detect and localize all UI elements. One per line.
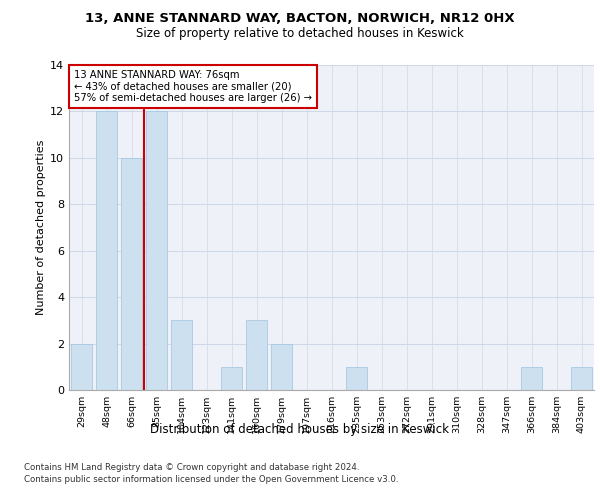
- Bar: [221, 367, 242, 390]
- Bar: [571, 367, 592, 390]
- Bar: [171, 320, 192, 390]
- Text: Contains public sector information licensed under the Open Government Licence v3: Contains public sector information licen…: [24, 475, 398, 484]
- Bar: [96, 112, 117, 390]
- Bar: [271, 344, 292, 390]
- Bar: [246, 320, 267, 390]
- Text: 13, ANNE STANNARD WAY, BACTON, NORWICH, NR12 0HX: 13, ANNE STANNARD WAY, BACTON, NORWICH, …: [85, 12, 515, 26]
- Text: Distribution of detached houses by size in Keswick: Distribution of detached houses by size …: [151, 422, 449, 436]
- Y-axis label: Number of detached properties: Number of detached properties: [36, 140, 46, 315]
- Bar: [521, 367, 542, 390]
- Bar: [71, 344, 92, 390]
- Text: 13 ANNE STANNARD WAY: 76sqm
← 43% of detached houses are smaller (20)
57% of sem: 13 ANNE STANNARD WAY: 76sqm ← 43% of det…: [74, 70, 312, 103]
- Bar: [146, 112, 167, 390]
- Text: Size of property relative to detached houses in Keswick: Size of property relative to detached ho…: [136, 28, 464, 40]
- Bar: [346, 367, 367, 390]
- Bar: [121, 158, 142, 390]
- Text: Contains HM Land Registry data © Crown copyright and database right 2024.: Contains HM Land Registry data © Crown c…: [24, 462, 359, 471]
